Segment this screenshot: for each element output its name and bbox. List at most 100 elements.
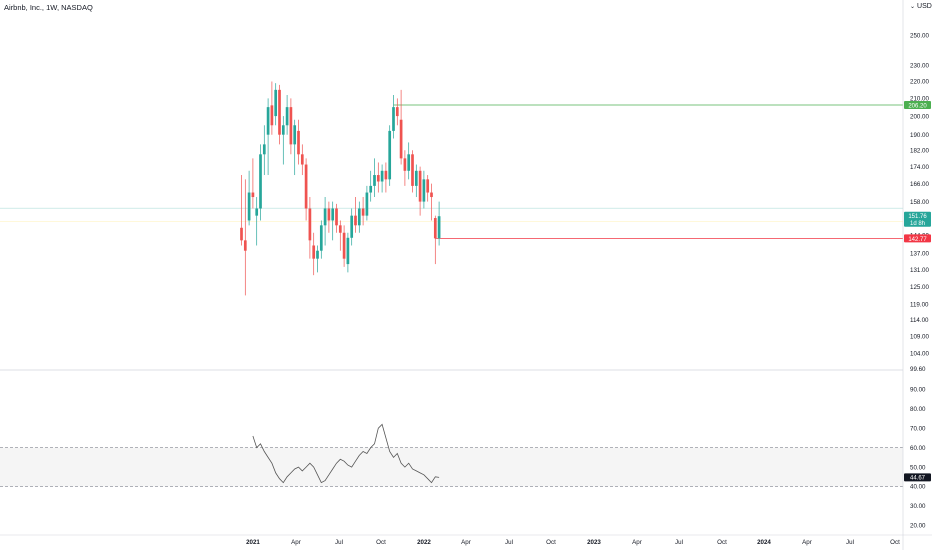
candle [255, 197, 259, 246]
candle-body [289, 107, 293, 145]
time-tick-label: Oct [717, 539, 727, 546]
candle-body [274, 89, 278, 117]
last-price-badge-text: 1d 8h [910, 221, 925, 227]
candle [433, 215, 437, 265]
price-tick-label: 200.00 [910, 113, 929, 120]
candle [335, 203, 338, 233]
time-tick-label: Oct [890, 539, 900, 546]
candle [243, 179, 247, 296]
candle-body [411, 154, 414, 186]
rsi-tick-label: 70.00 [910, 425, 926, 432]
candle-body [430, 192, 433, 198]
candle [392, 94, 395, 139]
candles [240, 81, 441, 296]
rsi-band-fill [0, 447, 903, 487]
price-tick-label: 114.00 [910, 317, 929, 324]
candle [437, 201, 441, 246]
candle [297, 119, 300, 165]
chevron-down-icon: ⌄ [910, 4, 916, 10]
price-tick-label: 104.00 [910, 351, 929, 358]
candle-body [319, 225, 323, 251]
candle-body [262, 144, 266, 155]
candle-body [399, 119, 403, 159]
price-tick-label: 131.00 [910, 267, 929, 274]
candle-body [388, 130, 392, 180]
rsi-tick-label: 40.00 [910, 484, 926, 491]
rsi-tick-label: 20.00 [910, 522, 926, 529]
candle-body [418, 170, 422, 202]
candle-body [376, 175, 380, 182]
time-tick-label: 2022 [417, 539, 431, 546]
price-tick-label: 158.00 [910, 199, 929, 206]
candle [262, 125, 266, 176]
time-tick-label: 2024 [757, 539, 771, 546]
price-tick-label: 125.00 [910, 284, 929, 291]
time-tick-label: Apr [802, 539, 812, 546]
candle [281, 116, 285, 165]
candle-body [403, 158, 407, 171]
candle-body [297, 130, 300, 155]
candle-body [308, 208, 312, 241]
rsi-tick-label: 80.00 [910, 406, 926, 413]
candle-body [285, 107, 289, 126]
last-price-badge [904, 211, 931, 227]
candle-body [312, 245, 316, 259]
candle [354, 197, 357, 233]
candle [331, 201, 335, 241]
candle [388, 125, 392, 186]
candle [346, 232, 350, 273]
candle-body [342, 232, 346, 259]
candle-body [304, 164, 308, 209]
time-tick-label: Oct [546, 539, 556, 546]
candle-body [369, 185, 373, 193]
rsi-panel [252, 423, 440, 484]
candle [384, 162, 388, 193]
price-tick-label: 230.00 [910, 63, 929, 70]
price-tick-label: 119.00 [910, 302, 929, 309]
candle-body [335, 208, 338, 226]
candle-body [243, 240, 247, 251]
candle [285, 94, 289, 135]
candle [361, 197, 365, 226]
price-tick-label: 166.00 [910, 181, 929, 188]
candle [411, 150, 414, 193]
candle-body [365, 192, 369, 216]
last-price-badge-text: 151.76 [908, 214, 927, 220]
candle [278, 84, 281, 145]
rsi-tick-label: 30.00 [910, 503, 926, 510]
candle-body [346, 237, 350, 265]
price-tick-label: 174.00 [910, 164, 929, 171]
candle [274, 83, 278, 126]
candle-body [433, 218, 437, 239]
candle-body [350, 215, 354, 238]
candle [407, 142, 411, 180]
candle [373, 158, 376, 198]
candle [289, 98, 293, 155]
candle-body [247, 192, 251, 221]
candle-body [437, 216, 441, 239]
time-tick-label: Apr [632, 539, 642, 546]
candle-body [361, 208, 365, 216]
candle [342, 225, 346, 267]
resistance-badge [904, 101, 931, 110]
price-tick-label: 99.60 [910, 366, 926, 373]
price-tick-label: 210.00 [910, 96, 929, 103]
candle-body [331, 208, 335, 221]
candle [259, 144, 262, 221]
currency-selector[interactable]: ⌄ USD [910, 3, 932, 10]
candle [357, 201, 361, 233]
candle [266, 98, 270, 176]
candle-body [240, 227, 243, 241]
candle-body [407, 154, 411, 171]
candle-body [354, 215, 357, 226]
time-tick-label: Jul [846, 539, 854, 546]
candle-body [278, 89, 281, 135]
support-badge [904, 234, 931, 243]
price-tick-label: 220.00 [910, 79, 929, 86]
rsi-tick-label: 60.00 [910, 445, 926, 452]
candle-body [293, 125, 297, 145]
time-tick-label: Jul [675, 539, 683, 546]
candle [323, 197, 327, 246]
candle-body [380, 170, 384, 182]
